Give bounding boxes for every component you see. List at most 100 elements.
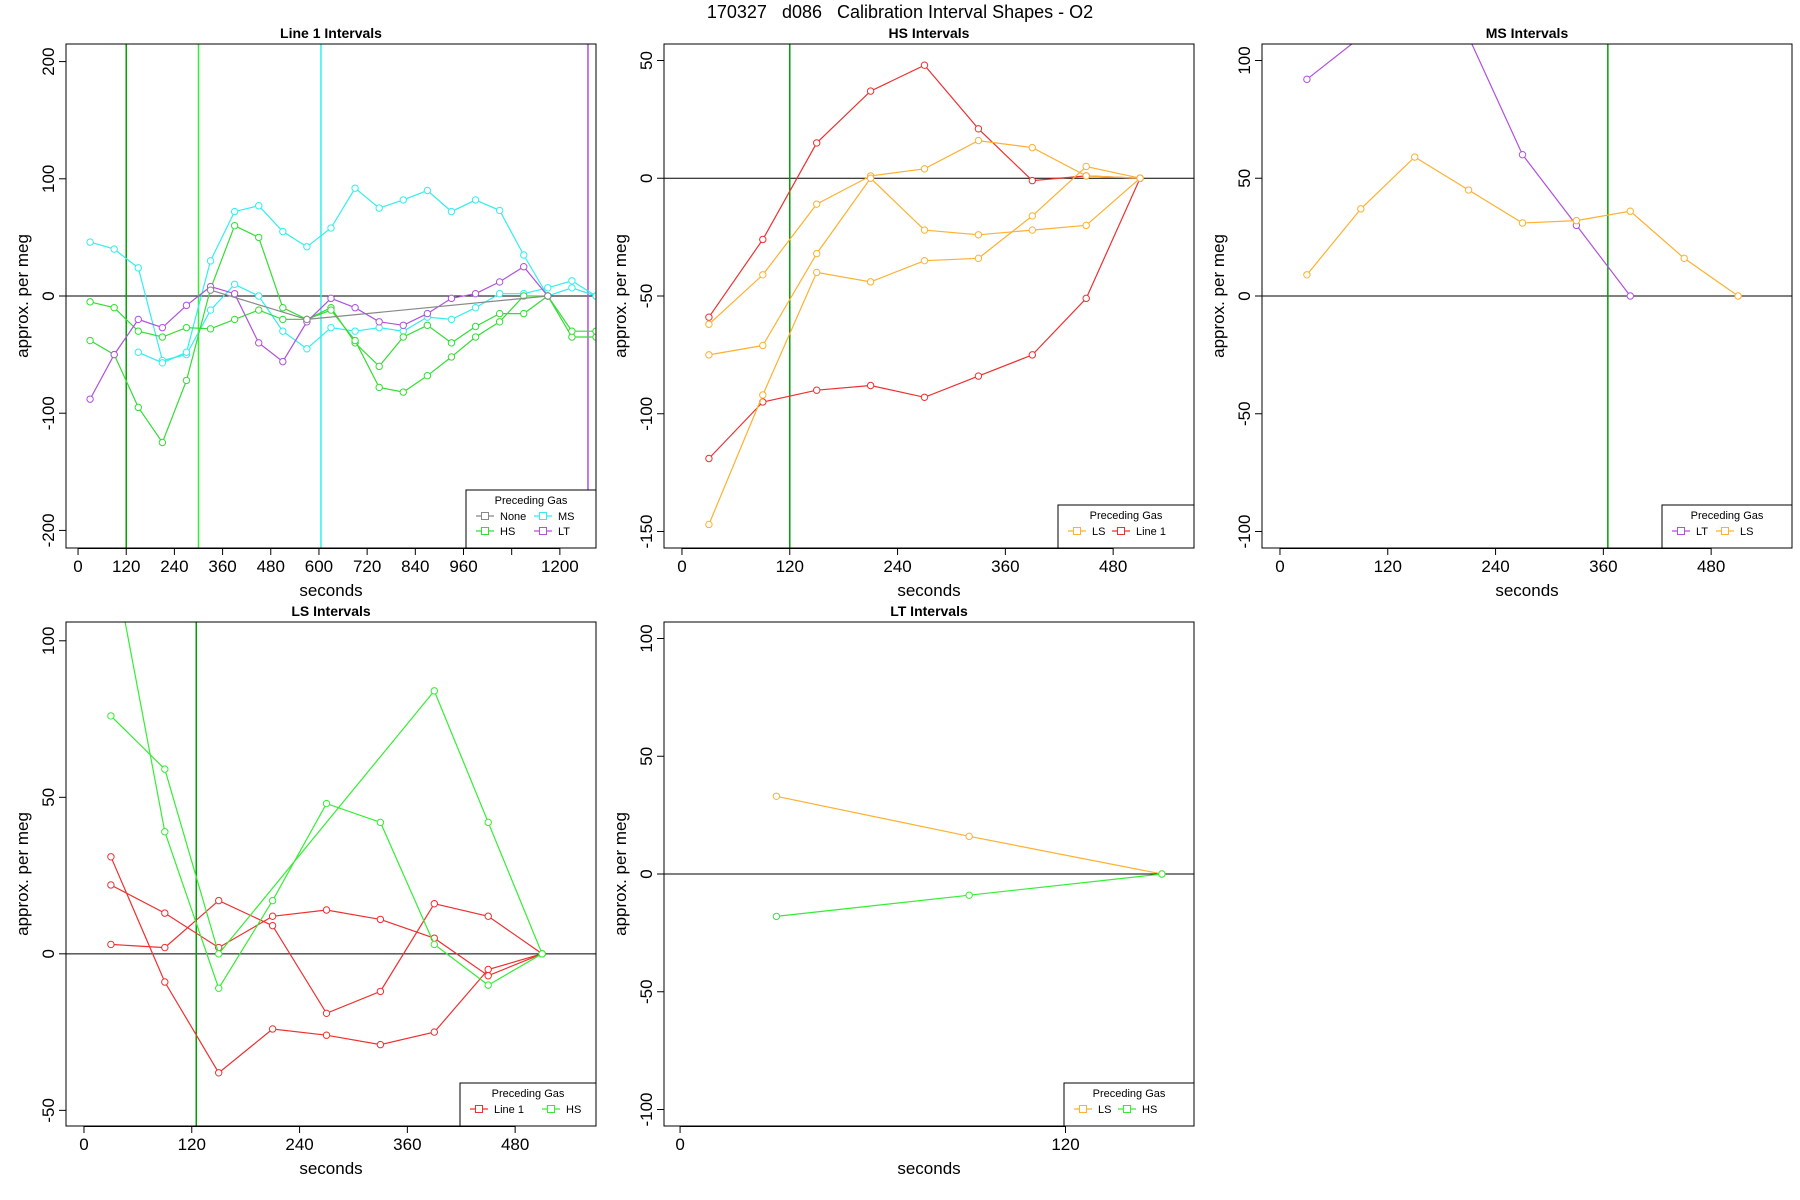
data-point xyxy=(134,327,142,335)
data-point xyxy=(327,306,335,314)
legend-label: MS xyxy=(558,511,575,523)
data-point xyxy=(134,264,142,272)
data-point xyxy=(1028,143,1037,152)
data-point xyxy=(322,799,331,808)
data-point xyxy=(161,765,169,773)
plot-area xyxy=(66,544,596,1126)
data-point xyxy=(484,818,492,827)
x-tick-label: 120 xyxy=(1051,1135,1079,1154)
panel-title: LT Intervals xyxy=(890,603,968,619)
data-point xyxy=(376,987,385,996)
x-tick-label: 360 xyxy=(208,557,236,576)
data-point xyxy=(520,262,528,271)
data-point xyxy=(255,202,263,210)
data-point xyxy=(327,294,335,303)
data-point xyxy=(255,292,263,300)
data-point xyxy=(1518,150,1527,159)
data-point xyxy=(107,881,115,889)
data-point xyxy=(447,294,456,303)
data-point xyxy=(965,832,973,841)
data-point xyxy=(495,289,504,298)
legend-title: Preceding Gas xyxy=(1090,510,1163,522)
legend-label: Line 1 xyxy=(1136,526,1166,538)
legend: Preceding Gas None MS HS LT xyxy=(465,489,597,549)
legend-item: LT xyxy=(1672,526,1708,538)
y-tick-label: 0 xyxy=(1235,291,1254,300)
data-point xyxy=(375,318,383,326)
data-point xyxy=(206,306,215,314)
data-point xyxy=(1572,216,1581,225)
data-point xyxy=(1028,176,1037,185)
x-tick-label: 120 xyxy=(1374,557,1402,576)
data-point xyxy=(484,912,492,920)
legend-title: Preceding Gas xyxy=(1093,1088,1166,1100)
y-tick-label: 100 xyxy=(1235,46,1254,74)
data-point xyxy=(161,978,169,986)
data-point xyxy=(268,896,277,905)
data-point xyxy=(430,900,439,908)
legend-item: LS xyxy=(1068,526,1105,538)
data-point xyxy=(158,438,167,447)
x-tick-label: 360 xyxy=(991,557,1019,576)
x-tick-label: 840 xyxy=(401,557,429,576)
legend-swatch-marker xyxy=(1073,527,1081,535)
series-line xyxy=(110,899,543,1015)
panel-2: MS Intervals seconds approx. per meg -100 -5… xyxy=(1209,25,1793,600)
data-point xyxy=(568,284,576,292)
y-tick-label: 0 xyxy=(637,869,656,878)
legend-swatch-marker xyxy=(539,527,547,535)
y-tick-label: -100 xyxy=(637,397,656,431)
legend-box xyxy=(1057,504,1195,549)
data-point xyxy=(161,909,169,917)
y-tick-label: 0 xyxy=(39,291,58,300)
data-point xyxy=(772,792,781,800)
panel-0: Line 1 Intervals seconds approx. per meg -2… xyxy=(13,25,597,600)
data-point xyxy=(1626,207,1635,215)
data-point xyxy=(230,207,239,216)
data-point xyxy=(108,544,114,550)
data-point xyxy=(375,204,383,212)
legend-item: HS xyxy=(1118,1104,1157,1116)
data-point xyxy=(322,1009,331,1018)
y-tick-label: -50 xyxy=(1235,401,1254,426)
page-title: 170327 d086 Calibration Interval Shapes … xyxy=(706,2,1094,22)
x-tick-label: 960 xyxy=(449,557,477,576)
x-tick-label: 240 xyxy=(1481,557,1509,576)
data-point xyxy=(423,372,432,380)
data-point xyxy=(813,386,821,394)
data-point xyxy=(134,403,142,412)
data-point xyxy=(568,327,576,335)
data-point xyxy=(107,940,115,949)
data-point xyxy=(495,318,504,326)
data-point xyxy=(705,320,713,328)
x-tick-label: 120 xyxy=(112,557,140,576)
legend-label: HS xyxy=(1142,1104,1157,1116)
data-point xyxy=(255,306,263,314)
data-point xyxy=(484,981,492,989)
panel-title: Line 1 Intervals xyxy=(280,25,382,41)
data-point xyxy=(182,323,191,332)
data-point xyxy=(866,278,875,286)
legend-box xyxy=(1661,504,1793,549)
data-point xyxy=(1626,292,1635,300)
data-point xyxy=(920,256,929,265)
panel-title: LS Intervals xyxy=(291,603,371,619)
data-point xyxy=(974,136,983,145)
y-tick-label: -200 xyxy=(39,513,58,547)
legend: Preceding Gas LT LS xyxy=(1661,504,1793,549)
legend-title: Preceding Gas xyxy=(492,1088,565,1100)
y-tick-label: 100 xyxy=(39,165,58,193)
legend-swatch-marker xyxy=(481,527,489,535)
y-tick-label: -150 xyxy=(637,514,656,548)
data-point xyxy=(351,327,359,335)
legend-swatch-marker xyxy=(1677,527,1685,535)
data-point xyxy=(520,309,528,318)
data-point xyxy=(484,972,492,980)
y-tick-label: 200 xyxy=(39,47,58,75)
data-point xyxy=(1518,219,1527,227)
series-line xyxy=(110,856,543,1074)
y-tick-label: 50 xyxy=(637,51,656,70)
data-point xyxy=(230,289,239,298)
series-line xyxy=(110,689,543,956)
